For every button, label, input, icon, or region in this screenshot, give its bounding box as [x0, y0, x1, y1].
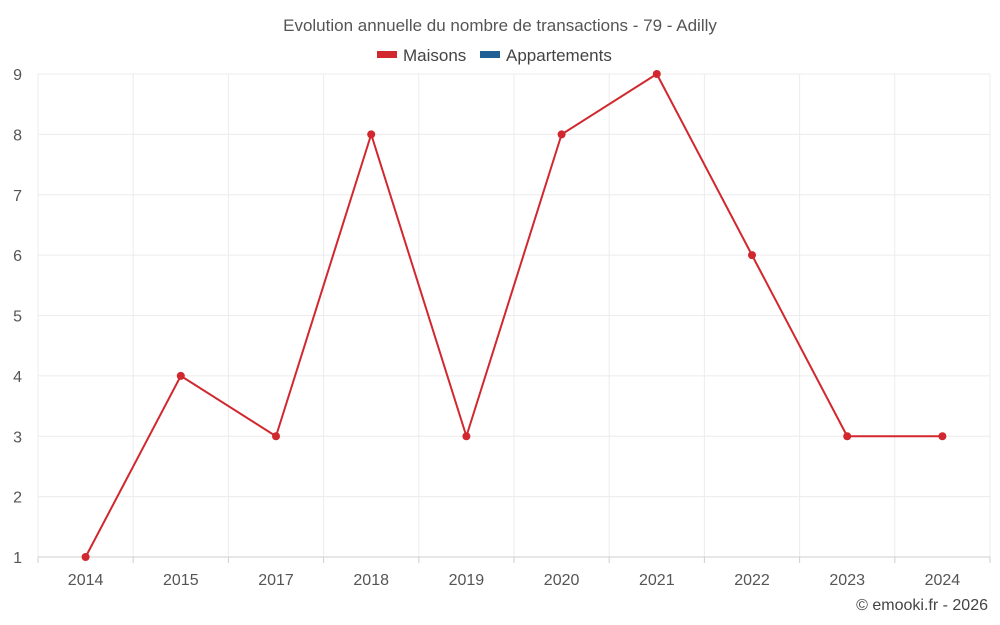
y-tick-label: 1 — [13, 550, 22, 567]
x-tick-label: 2024 — [925, 572, 961, 589]
y-tick-label: 2 — [13, 490, 22, 507]
y-tick-label: 6 — [13, 248, 22, 265]
data-point[interactable] — [843, 432, 852, 441]
y-tick-label: 7 — [13, 188, 22, 205]
x-tick-label: 2022 — [734, 572, 770, 589]
y-tick-label: 4 — [13, 369, 22, 386]
x-tick-label: 2014 — [68, 572, 104, 589]
data-point[interactable] — [748, 251, 756, 260]
legend-swatch-maisons — [377, 51, 397, 58]
legend-label-maisons[interactable]: Maisons — [403, 46, 466, 65]
y-tick-label: 3 — [13, 429, 22, 446]
x-tick-label: 2018 — [353, 572, 389, 589]
x-tick-label: 2015 — [163, 572, 199, 589]
x-tick-label: 2017 — [258, 572, 294, 589]
y-tick-label: 5 — [13, 309, 22, 326]
chart-title: Evolution annuelle du nombre de transact… — [283, 16, 717, 35]
legend: Maisons Appartements — [377, 46, 612, 65]
data-point[interactable] — [81, 553, 90, 561]
legend-swatch-appartements — [480, 51, 500, 58]
gridlines — [37, 73, 991, 557]
y-tick-label: 9 — [13, 67, 22, 84]
data-point[interactable] — [367, 130, 376, 139]
data-point[interactable] — [272, 432, 280, 441]
data-point[interactable] — [938, 432, 947, 441]
x-tick-label: 2023 — [829, 572, 865, 589]
credit-text: © emooki.fr - 2026 — [856, 597, 988, 614]
x-tick-label: 2021 — [639, 572, 675, 589]
y-tick-label: 8 — [13, 127, 22, 144]
data-point[interactable] — [462, 432, 471, 441]
legend-label-appartements[interactable]: Appartements — [506, 46, 612, 65]
series — [81, 70, 947, 561]
series-line-maisons — [84, 73, 943, 558]
data-point[interactable] — [652, 70, 661, 78]
x-tick-label: 2019 — [449, 572, 485, 589]
x-tick-label: 2020 — [544, 572, 580, 589]
data-point[interactable] — [557, 130, 566, 139]
data-point[interactable] — [176, 371, 185, 380]
axes: 1 2 3 4 5 6 7 8 9 2014 2015 2017 2018 2019 2020 2021 202… — [13, 67, 991, 589]
